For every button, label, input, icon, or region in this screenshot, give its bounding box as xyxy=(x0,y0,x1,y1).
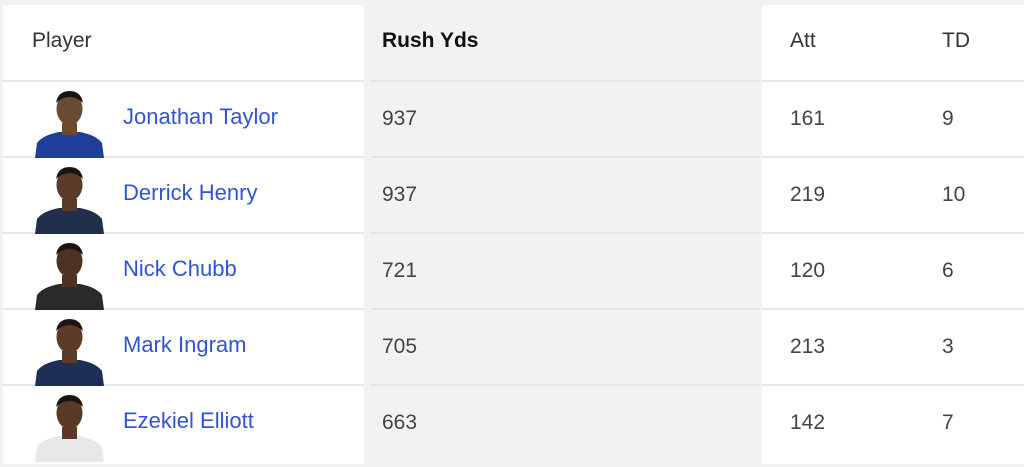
player-column-header[interactable]: Player xyxy=(3,5,364,82)
table-row: 937 xyxy=(370,158,760,234)
player-photo xyxy=(31,161,108,234)
table-row: 161 9 xyxy=(762,82,1024,158)
table-row: 120 6 xyxy=(762,234,1024,310)
att-header-label[interactable]: Att xyxy=(790,29,816,52)
player-photo xyxy=(31,389,108,462)
att-cell: 219 xyxy=(790,183,826,206)
att-cell: 142 xyxy=(790,411,826,434)
table-row: 721 xyxy=(370,234,760,310)
td-cell: 3 xyxy=(942,335,954,358)
td-cell: 6 xyxy=(942,259,954,282)
table-row: 663 xyxy=(370,386,760,460)
player-photo xyxy=(31,313,108,386)
player-photo xyxy=(31,237,108,310)
player-name-link[interactable]: Jonathan Taylor xyxy=(123,104,278,129)
td-header-label[interactable]: TD xyxy=(942,29,970,52)
td-cell: 7 xyxy=(942,411,954,434)
player-name-link[interactable]: Nick Chubb xyxy=(123,256,237,281)
player-header-label: Player xyxy=(32,29,92,52)
table-row: Mark Ingram xyxy=(3,310,364,386)
table-row: 213 3 xyxy=(762,310,1024,386)
rush-yds-column: Rush Yds 937 937 721 705 663 xyxy=(370,5,760,464)
table-row: 142 7 xyxy=(762,386,1024,460)
table-row: 705 xyxy=(370,310,760,386)
att-cell: 120 xyxy=(790,259,826,282)
table-row: Jonathan Taylor xyxy=(3,82,364,158)
rush-yds-cell: 721 xyxy=(382,259,418,282)
rush-yds-cell: 663 xyxy=(382,411,418,434)
player-name-link[interactable]: Ezekiel Elliott xyxy=(123,408,254,433)
table-row: Ezekiel Elliott xyxy=(3,386,364,462)
rush-yds-header-label: Rush Yds xyxy=(382,29,479,52)
att-cell: 161 xyxy=(790,107,826,130)
table-row: 937 xyxy=(370,82,760,158)
rush-yds-cell: 705 xyxy=(382,335,418,358)
player-column: Player Jonathan Taylor Derrick Henry Nick … xyxy=(3,5,364,464)
table-row: Derrick Henry xyxy=(3,158,364,234)
rush-yds-column-header[interactable]: Rush Yds xyxy=(370,5,760,82)
att-td-columns: Att TD 161 9 219 10 120 6 213 3 142 7 xyxy=(762,5,1024,464)
player-photo xyxy=(31,85,108,158)
td-cell: 9 xyxy=(942,107,954,130)
player-name-link[interactable]: Mark Ingram xyxy=(123,332,247,357)
td-cell: 10 xyxy=(942,183,966,206)
player-name-link[interactable]: Derrick Henry xyxy=(123,180,258,205)
table-row: Nick Chubb xyxy=(3,234,364,310)
att-cell: 213 xyxy=(790,335,826,358)
table-row: 219 10 xyxy=(762,158,1024,234)
rush-yds-cell: 937 xyxy=(382,107,418,130)
att-td-header: Att TD xyxy=(762,5,1024,82)
rush-yds-cell: 937 xyxy=(382,183,418,206)
